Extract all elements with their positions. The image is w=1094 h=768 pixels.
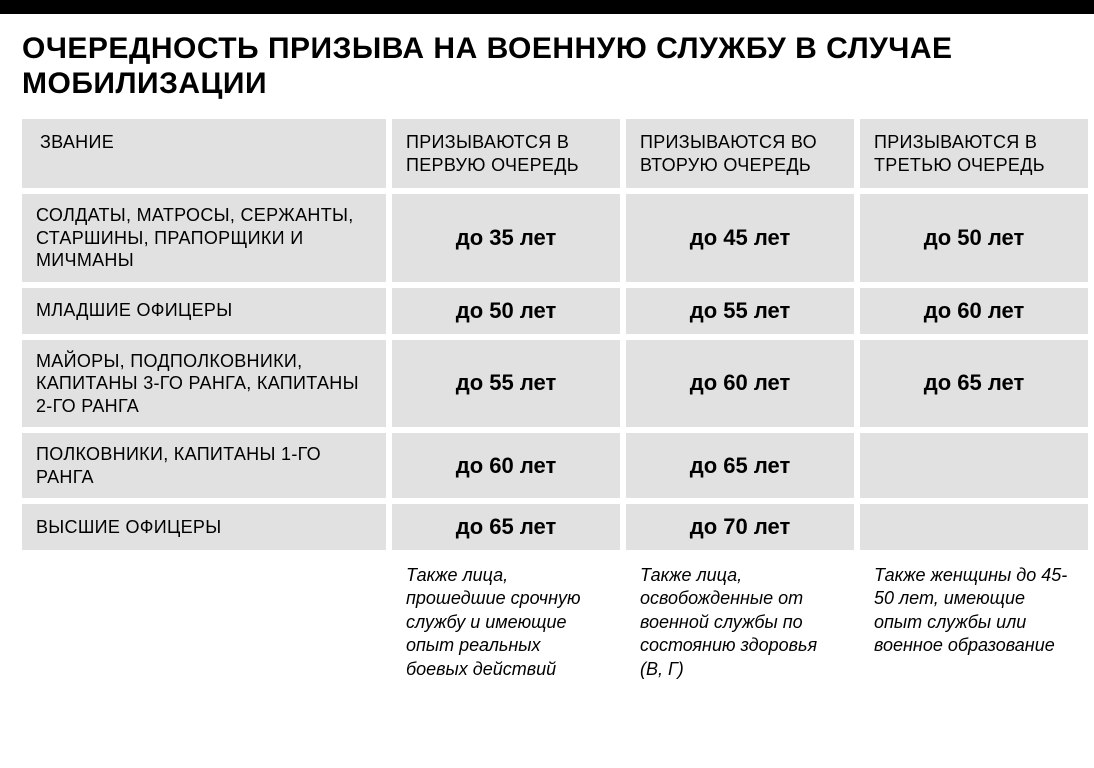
value-cell: до 65 лет xyxy=(626,433,854,498)
value-cell: до 65 лет xyxy=(860,340,1088,428)
footnote-second: Также лица, освобожденные от военной слу… xyxy=(626,556,854,681)
footnote-third: Также женщины до 45-50 лет, имеющие опыт… xyxy=(860,556,1088,681)
col-header-first: ПРИЗЫВАЮТСЯ В ПЕРВУЮ ОЧЕРЕДЬ xyxy=(392,119,620,188)
value-cell: до 70 лет xyxy=(626,504,854,550)
value-cell: до 50 лет xyxy=(392,288,620,334)
rank-cell: МЛАДШИЕ ОФИЦЕРЫ xyxy=(22,288,386,334)
top-bar xyxy=(0,0,1094,14)
value-cell: до 55 лет xyxy=(626,288,854,334)
value-cell-empty xyxy=(860,504,1088,550)
value-cell: до 60 лет xyxy=(860,288,1088,334)
footnote-spacer xyxy=(22,556,386,681)
value-cell: до 50 лет xyxy=(860,194,1088,282)
value-cell: до 60 лет xyxy=(626,340,854,428)
value-cell: до 65 лет xyxy=(392,504,620,550)
col-header-second: ПРИЗЫВАЮТСЯ ВО ВТОРУЮ ОЧЕРЕДЬ xyxy=(626,119,854,188)
col-header-rank: ЗВАНИЕ xyxy=(22,119,386,188)
rank-cell: ВЫСШИЕ ОФИЦЕРЫ xyxy=(22,504,386,550)
value-cell: до 55 лет xyxy=(392,340,620,428)
value-cell: до 45 лет xyxy=(626,194,854,282)
value-cell: до 35 лет xyxy=(392,194,620,282)
mobilization-table: ЗВАНИЕ ПРИЗЫВАЮТСЯ В ПЕРВУЮ ОЧЕРЕДЬ ПРИЗ… xyxy=(22,119,1072,681)
infographic-container: ОЧЕРЕДНОСТЬ ПРИЗЫВА НА ВОЕННУЮ СЛУЖБУ В … xyxy=(0,14,1094,681)
col-header-third: ПРИЗЫВАЮТСЯ В ТРЕТЬЮ ОЧЕРЕДЬ xyxy=(860,119,1088,188)
rank-cell: ПОЛКОВНИКИ, КАПИТАНЫ 1-ГО РАНГА xyxy=(22,433,386,498)
value-cell: до 60 лет xyxy=(392,433,620,498)
value-cell-empty xyxy=(860,433,1088,498)
page-title: ОЧЕРЕДНОСТЬ ПРИЗЫВА НА ВОЕННУЮ СЛУЖБУ В … xyxy=(22,32,1072,101)
rank-cell: СОЛДАТЫ, МАТРОСЫ, СЕРЖАНТЫ, СТАРШИНЫ, ПР… xyxy=(22,194,386,282)
rank-cell: МАЙОРЫ, ПОДПОЛКОВНИКИ, КАПИТАНЫ 3-ГО РАН… xyxy=(22,340,386,428)
footnote-first: Также лица, прошедшие срочную службу и и… xyxy=(392,556,620,681)
